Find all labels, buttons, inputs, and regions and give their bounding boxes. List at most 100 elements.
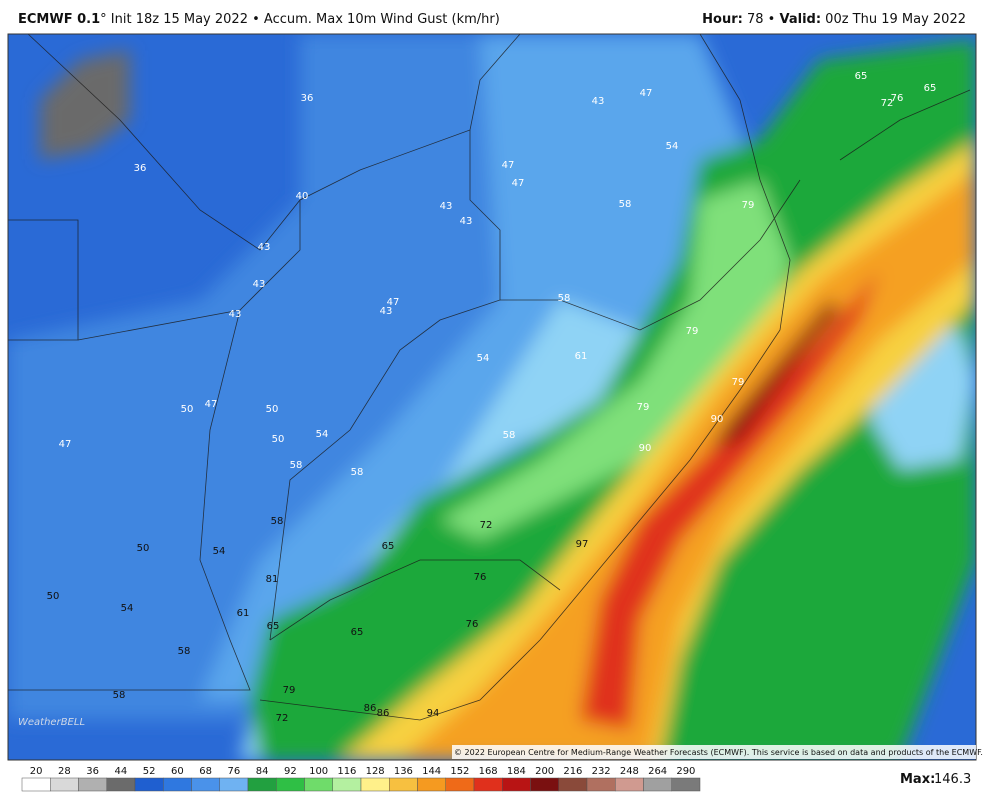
map-label: 79 — [742, 200, 755, 211]
colorbar-label: 76 — [228, 766, 241, 777]
colorbar-label: 36 — [86, 766, 99, 777]
colorbar-label: 128 — [366, 766, 385, 777]
map-label: 47 — [512, 178, 525, 189]
colorbar-label: 100 — [309, 766, 328, 777]
colorbar-label: 264 — [648, 766, 667, 777]
map-label: 58 — [503, 430, 516, 441]
colorbar-swatch — [643, 777, 672, 792]
colorbar-swatch — [276, 777, 305, 792]
colorbar-label: 248 — [620, 766, 639, 777]
colorbar-label: 290 — [676, 766, 695, 777]
map-label: 54 — [213, 546, 226, 557]
model: ECMWF 0.1 — [18, 12, 101, 27]
map-label: 50 — [272, 434, 285, 445]
colorbar-label: 232 — [592, 766, 611, 777]
map-label: 86 — [377, 708, 390, 719]
colorbar-swatch — [530, 777, 559, 792]
map-label: 58 — [351, 467, 364, 478]
init: Init 18z 15 May 2022 — [110, 12, 248, 27]
map-label: 65 — [382, 541, 395, 552]
colorbar-swatch — [586, 777, 616, 792]
max-label: Max: — [900, 772, 935, 787]
colorbar-label: 168 — [479, 766, 498, 777]
colorbar-swatch — [50, 777, 79, 792]
map-label: 54 — [477, 353, 490, 364]
copyright: © 2022 European Centre for Medium-Range … — [454, 748, 983, 757]
map-label: 43 — [258, 242, 271, 253]
logo: WeatherBELL — [18, 717, 85, 728]
hour: 78 — [746, 12, 764, 27]
colorbar-swatch — [389, 777, 418, 792]
colorbar-swatch — [219, 777, 249, 792]
map-label: 50 — [47, 591, 60, 602]
bullet: • — [252, 12, 260, 27]
map-label: 61 — [237, 608, 250, 619]
colorbar-label: 116 — [337, 766, 356, 777]
colorbar-swatch — [671, 777, 701, 792]
map-label: 54 — [666, 141, 679, 152]
map-label: 58 — [271, 516, 284, 527]
max-value: 146.3 — [934, 772, 971, 787]
map-label: 36 — [134, 163, 147, 174]
valid: 00z Thu 19 May 2022 — [825, 12, 966, 27]
colorbar-swatch — [558, 777, 588, 792]
header-left: ECMWF 0.1° Init 18z 15 May 2022 • Accum.… — [18, 12, 500, 27]
colorbar-swatch — [615, 777, 644, 792]
map-label: 43 — [440, 201, 453, 212]
map-label: 76 — [474, 572, 487, 583]
map-label: 43 — [253, 279, 266, 290]
map-label: 72 — [480, 520, 493, 531]
header-right: Hour: 78 • Valid: 00z Thu 19 May 2022 — [702, 12, 966, 27]
map-label: 94 — [427, 708, 440, 719]
colorbar-swatch — [134, 777, 164, 792]
map-label: 43 — [229, 309, 242, 320]
map-label: 47 — [205, 399, 218, 410]
colorbar-label: 84 — [256, 766, 269, 777]
map-label: 47 — [387, 297, 400, 308]
colorbar-swatch — [417, 777, 446, 792]
map-label: 47 — [59, 439, 72, 450]
map-label: 58 — [558, 293, 571, 304]
colorbar-swatch — [247, 777, 277, 792]
colorbar-swatch — [163, 777, 192, 792]
map-label: 65 — [924, 83, 937, 94]
colorbar-label: 216 — [563, 766, 582, 777]
map-label: 54 — [316, 429, 329, 440]
colorbar-label: 92 — [284, 766, 297, 777]
colorbar-label: 144 — [422, 766, 441, 777]
colorbar-label: 184 — [507, 766, 526, 777]
colorbar-swatch — [332, 777, 362, 792]
map-label: 36 — [301, 93, 314, 104]
map-label: 86 — [364, 703, 377, 714]
map-label: 61 — [575, 351, 588, 362]
degree: ° — [100, 12, 107, 27]
map-label: 76 — [466, 619, 479, 630]
map-label: 79 — [732, 377, 745, 388]
colorbar-swatch — [473, 777, 503, 792]
colorbar-label: 136 — [394, 766, 413, 777]
map-label: 58 — [619, 199, 632, 210]
map-label: 90 — [639, 443, 652, 454]
colorbar: 20 28 36 44 52 60 68 76 84 92 100 116 128 136 144 152 16… — [21, 766, 701, 792]
map-label: 97 — [576, 539, 589, 550]
map-label: 81 — [266, 574, 279, 585]
map-label: 50 — [137, 543, 150, 554]
map-label: 79 — [283, 685, 296, 696]
colorbar-label: 28 — [58, 766, 71, 777]
valid-label: Valid: — [779, 12, 822, 27]
colorbar-swatch — [445, 777, 475, 792]
colorbar-swatch — [304, 777, 333, 792]
map-label: 58 — [113, 690, 126, 701]
map-label: 79 — [637, 402, 650, 413]
map-label: 90 — [711, 414, 724, 425]
colorbar-label: 52 — [143, 766, 156, 777]
map-label: 79 — [686, 326, 699, 337]
colorbar-swatch — [360, 777, 390, 792]
map-label: 54 — [121, 603, 134, 614]
colorbar-swatch — [502, 777, 531, 792]
map-label: 43 — [460, 216, 473, 227]
colorbar-label: 44 — [115, 766, 128, 777]
map-label: 65 — [351, 627, 364, 638]
